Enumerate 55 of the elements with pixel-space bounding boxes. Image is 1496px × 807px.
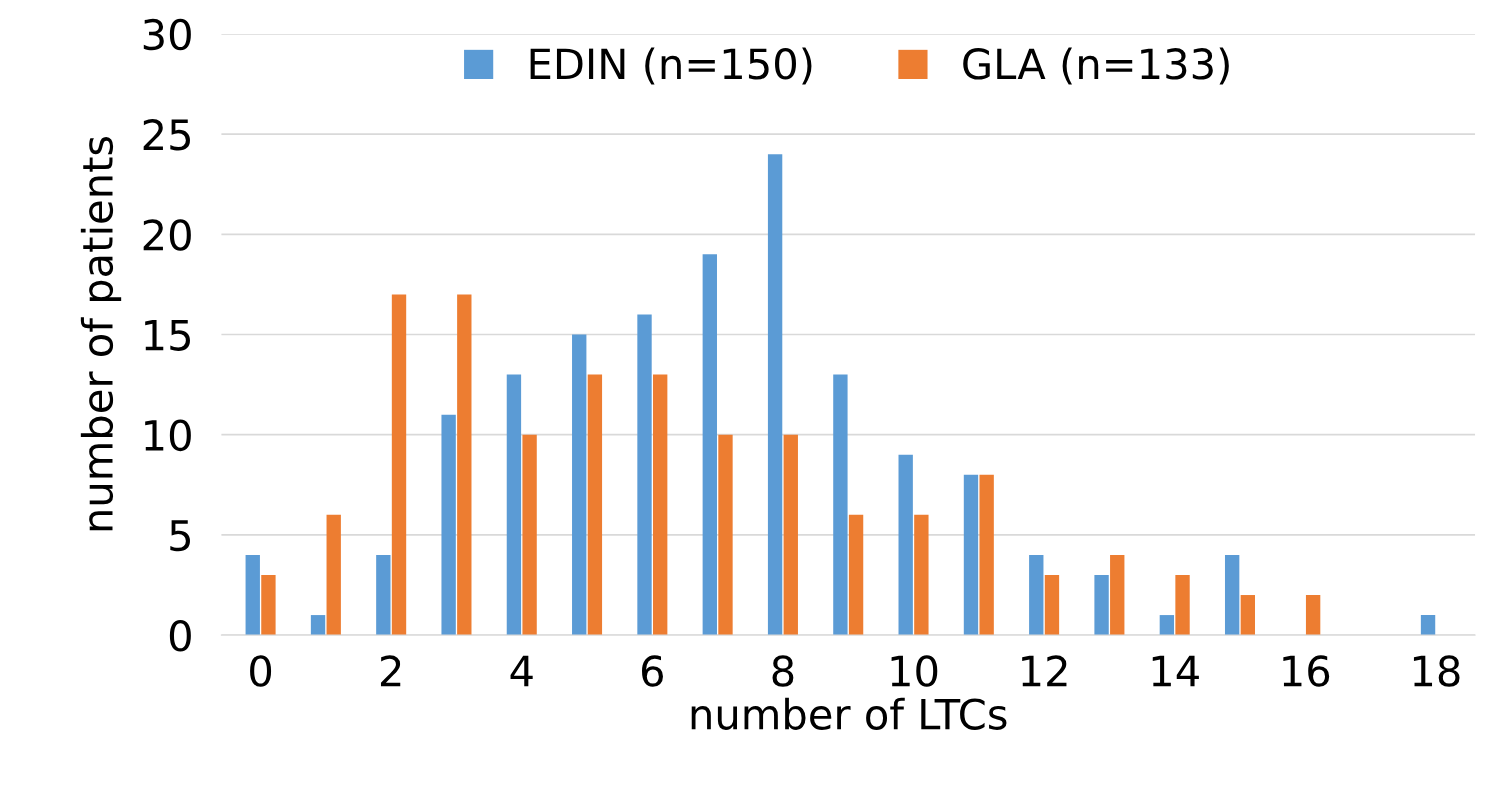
bar [261,574,276,636]
bar [1159,615,1175,636]
bar [441,414,456,636]
x-tick-label: 4 [510,655,533,687]
x-tick-label: 0 [250,655,272,687]
bar [310,615,326,636]
bar [1110,554,1125,636]
bar [1240,595,1256,636]
y-tick-label: 15 [145,319,190,351]
bar [376,554,391,636]
bar [848,514,864,636]
y-tick-label: 25 [143,119,190,151]
x-axis-title: number of LTCs [691,697,1007,730]
bar [1044,574,1060,636]
bar [653,374,668,636]
bar [1029,554,1044,636]
bar [522,434,537,636]
bar [914,514,929,636]
y-tick-label: 5 [170,520,190,552]
bar [587,374,603,636]
bar [326,514,341,636]
bar [1420,615,1436,636]
x-tick-label: 12 [1022,655,1067,687]
bar [702,254,717,636]
bar [572,334,587,636]
legend-label: EDIN (n=150) [530,47,812,85]
x-tick-label: 2 [380,655,401,687]
bar [391,294,407,636]
bar [1094,574,1109,636]
y-tick-label: 10 [145,419,191,452]
bar [783,434,798,636]
bar [1175,574,1190,636]
bar [979,474,994,636]
bar [898,454,913,636]
x-tick-label: 6 [642,655,663,687]
x-tick-label: 8 [772,655,794,687]
y-axis-title: number of patients [80,136,122,531]
y-tick-label: 0 [169,620,191,652]
bar [833,374,848,636]
legend-label: GLA (n=133) [963,47,1229,85]
bar [506,374,522,636]
y-tick-label: 30 [143,18,191,51]
bar [1224,554,1240,636]
x-tick-label: 16 [1283,655,1330,687]
x-tick-label: 18 [1413,655,1460,687]
bar [963,474,979,636]
bar [767,154,783,636]
bar [457,294,472,636]
bar [637,314,652,636]
y-tick-label: 20 [143,219,191,251]
bar [1305,595,1321,636]
bar [718,434,733,636]
bar [245,554,260,636]
x-tick-label: 10 [891,655,938,687]
x-tick-label: 14 [1152,655,1199,687]
